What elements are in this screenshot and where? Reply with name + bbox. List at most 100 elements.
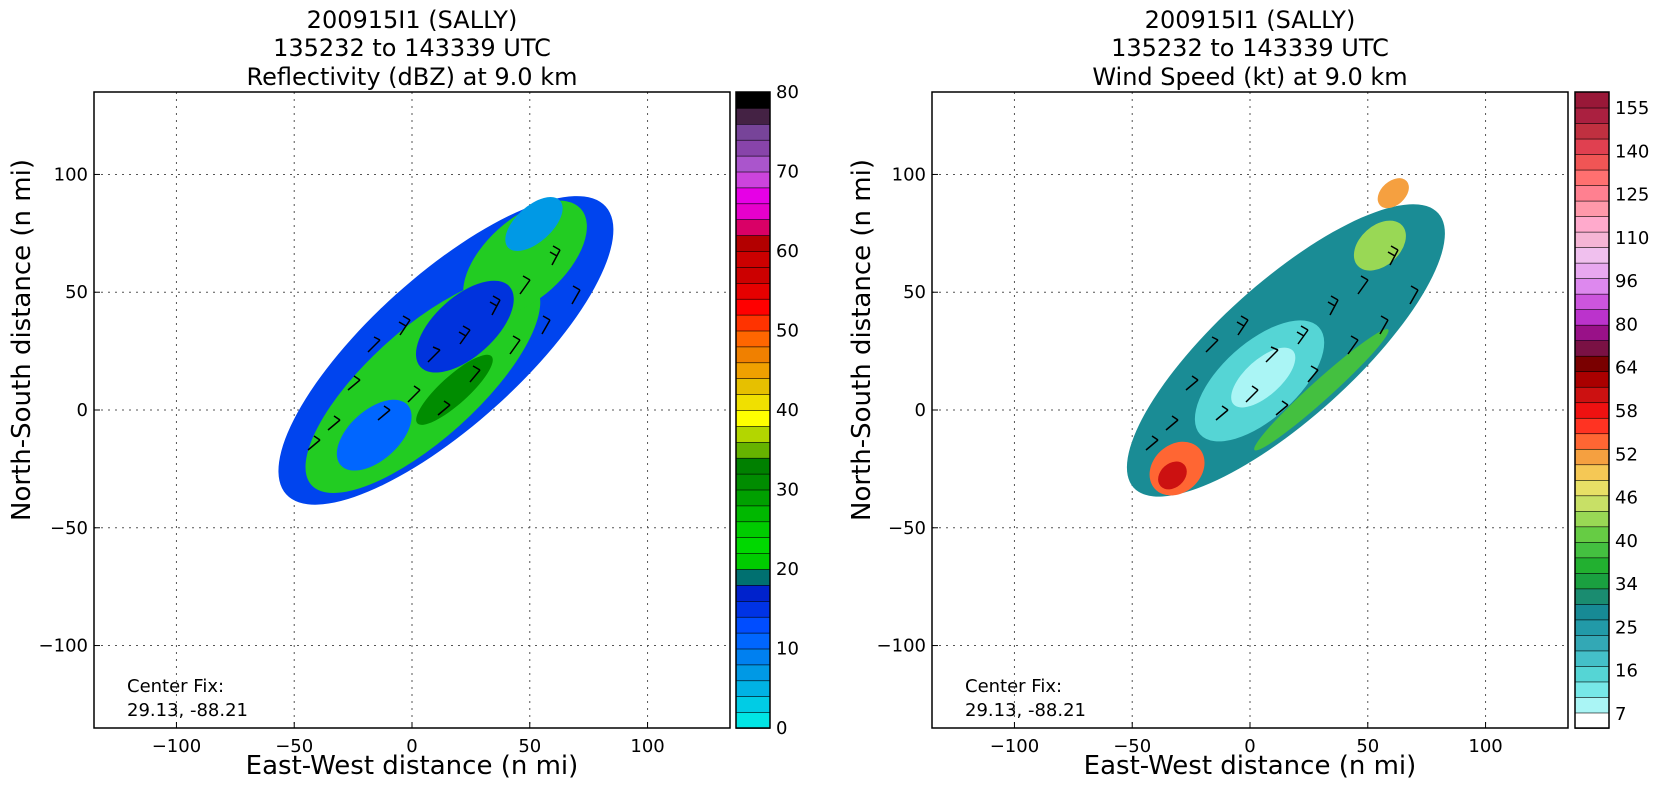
colorbar-swatch — [1574, 308, 1610, 326]
x-tick-label: 50 — [1356, 736, 1379, 757]
colorbar-swatch — [735, 679, 771, 697]
y-tick-label: 50 — [903, 282, 926, 303]
colorbar-swatch — [1574, 417, 1610, 435]
colorbar-swatch — [735, 314, 771, 332]
colorbar-swatch — [1574, 200, 1610, 217]
colorbar-swatch — [735, 441, 771, 459]
colorbar-tick-label: 155 — [1615, 98, 1649, 119]
colorbar-swatch — [1574, 634, 1610, 652]
colorbar-swatch — [735, 505, 771, 523]
colorbar-swatch — [735, 457, 771, 475]
colorbar-swatch — [1574, 479, 1610, 497]
y-tick-labels: 100 50 0 −50 −100 — [877, 164, 938, 657]
x-tick-label: −100 — [990, 736, 1039, 757]
colorbar-swatch — [1574, 696, 1610, 714]
colorbar-swatch — [735, 171, 771, 189]
x-tick-label: −50 — [275, 736, 313, 757]
colorbar-swatch — [735, 155, 771, 173]
x-tick-labels: −100 −50 0 50 100 — [990, 722, 1503, 757]
reflectivity-field — [278, 196, 614, 505]
colorbar-tick-label: 40 — [1615, 531, 1638, 552]
colorbar-frame — [735, 91, 771, 729]
chart-title-line-1: 200915I1 (SALLY) — [307, 6, 518, 34]
colorbar-swatch — [1574, 448, 1610, 466]
colorbar-swatch — [735, 266, 771, 284]
colorbar-swatch — [1574, 588, 1610, 605]
colorbar-swatch — [735, 218, 771, 236]
wind-barbs — [1145, 245, 1419, 451]
colorbar-swatch — [1574, 153, 1610, 171]
chart-title-line-1: 200915I1 (SALLY) — [1145, 6, 1356, 34]
colorbar-swatch — [1574, 526, 1610, 543]
colorbar-tick-label: 20 — [776, 559, 799, 580]
colorbar-swatch — [1574, 557, 1610, 574]
colorbar-swatch — [735, 282, 771, 300]
colorbar-tick-label: 52 — [1615, 444, 1638, 465]
center-fix-coords: 29.13, -88.21 — [965, 700, 1086, 721]
x-tick-label: 0 — [1244, 736, 1255, 757]
colorbar-swatch — [1574, 231, 1610, 248]
y-tick-label: 50 — [65, 282, 88, 303]
colorbar-swatch — [735, 489, 771, 507]
colorbar-swatch — [735, 584, 771, 602]
colorbar-swatch — [735, 393, 771, 411]
colorbar-swatch — [735, 695, 771, 713]
colorbar-tick-label: 58 — [1615, 401, 1638, 422]
colorbar-swatch — [1574, 339, 1610, 357]
colorbar-swatch — [735, 187, 771, 205]
y-axis-label: North-South distance (n mi) — [847, 159, 877, 521]
colorbar-swatch — [735, 409, 771, 427]
colorbar-swatch — [735, 552, 771, 570]
reflectivity-panel: 200915I1 (SALLY) 135232 to 143339 UTC Re… — [7, 6, 799, 781]
center-fix-label: Center Fix: — [127, 676, 224, 697]
colorbar-swatch — [735, 377, 771, 395]
colorbar-swatch — [1574, 432, 1610, 450]
y-tick-label: 100 — [892, 164, 926, 185]
colorbar-swatch — [1574, 665, 1610, 683]
x-axis-label: East-West distance (n mi) — [1084, 751, 1417, 781]
colorbar-swatch — [735, 123, 771, 141]
x-tick-label: 100 — [630, 736, 664, 757]
colorbar-swatch — [1574, 603, 1610, 621]
x-tick-label: −100 — [152, 736, 201, 757]
center-fix-label: Center Fix: — [965, 676, 1062, 697]
chart-title-line-3: Reflectivity (dBZ) at 9.0 km — [247, 63, 578, 91]
colorbar-swatch — [1574, 712, 1610, 729]
y-tick-label: −100 — [877, 636, 926, 657]
chart-title-line-3: Wind Speed (kt) at 9.0 km — [1092, 63, 1407, 91]
colorbar-swatch — [735, 568, 771, 586]
colorbar-tick-label: 34 — [1615, 574, 1638, 595]
colorbar-swatch — [735, 711, 771, 729]
colorbar-tick-label: 0 — [776, 718, 787, 739]
colorbar-swatch — [1574, 262, 1610, 279]
colorbar-tick-label: 80 — [1615, 314, 1638, 335]
y-tick-label: −50 — [888, 518, 926, 539]
grid — [94, 92, 730, 728]
grid — [932, 92, 1568, 728]
y-tick-label: 0 — [77, 400, 88, 421]
colorbar-swatch — [1574, 324, 1610, 341]
colorbar-tick-label: 46 — [1615, 488, 1638, 509]
center-fix-coords: 29.13, -88.21 — [127, 700, 248, 721]
colorbar-tick-label: 60 — [776, 241, 799, 262]
colorbar-swatch — [1574, 401, 1610, 419]
colorbar-swatch — [1574, 246, 1610, 264]
colorbar-swatch — [1574, 107, 1610, 124]
wind-barbs — [307, 245, 581, 451]
y-tick-labels: 100 50 0 −50 −100 — [39, 164, 100, 657]
colorbar-tick-label: 64 — [1615, 358, 1638, 379]
colorbar-tick-label: 7 — [1615, 704, 1626, 725]
y-tick-label: 100 — [54, 164, 88, 185]
colorbar-swatch — [735, 361, 771, 379]
colorbar-swatch — [735, 600, 771, 618]
colorbar-swatch — [1574, 510, 1610, 528]
colorbar-swatch — [1574, 650, 1610, 667]
x-tick-label: 100 — [1468, 736, 1502, 757]
colorbar-tick-label: 16 — [1615, 661, 1638, 682]
colorbar-tick-label: 70 — [776, 162, 799, 183]
colorbar-swatch — [1574, 277, 1610, 295]
colorbar-swatch — [1574, 122, 1610, 140]
colorbar-swatch — [1574, 138, 1610, 155]
chart-title-line-2: 135232 to 143339 UTC — [1111, 34, 1389, 62]
